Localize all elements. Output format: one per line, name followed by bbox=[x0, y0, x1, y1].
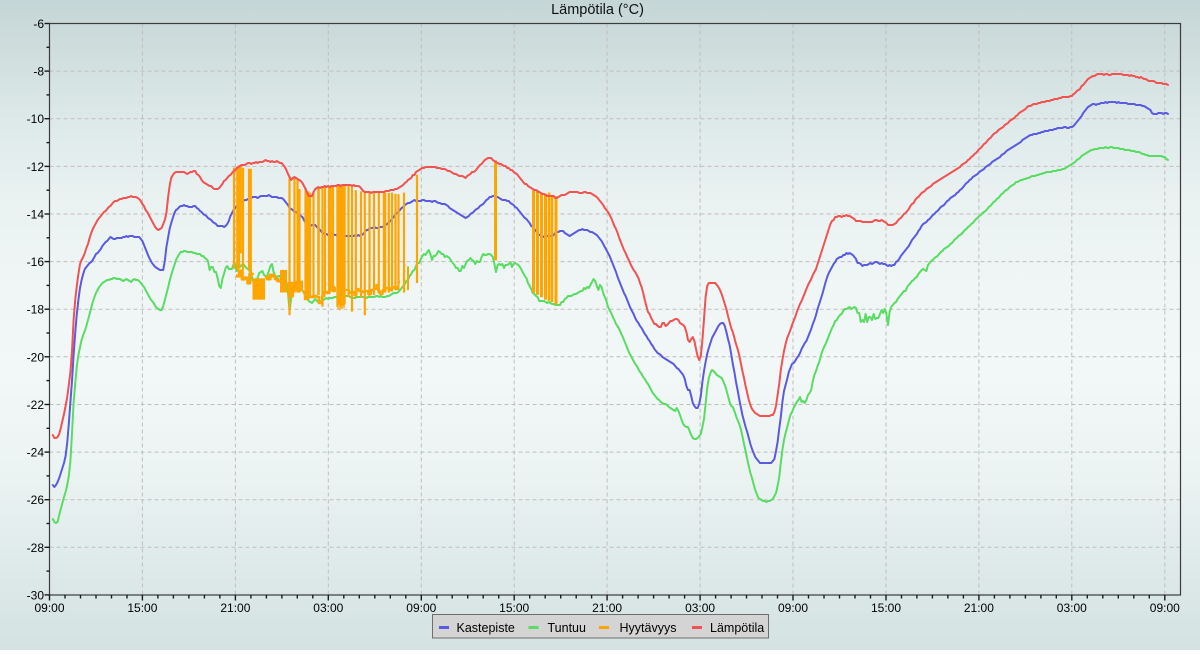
svg-text:03:00: 03:00 bbox=[685, 601, 715, 615]
svg-text:15:00: 15:00 bbox=[127, 601, 157, 615]
svg-text:-20: -20 bbox=[27, 350, 45, 364]
svg-text:-12: -12 bbox=[27, 160, 45, 174]
svg-text:21:00: 21:00 bbox=[220, 601, 250, 615]
svg-text:-22: -22 bbox=[27, 398, 45, 412]
svg-text:09:00: 09:00 bbox=[1150, 601, 1180, 615]
svg-text:Tuntuu: Tuntuu bbox=[548, 621, 587, 635]
svg-text:-8: -8 bbox=[33, 65, 44, 79]
svg-text:-16: -16 bbox=[27, 255, 45, 269]
svg-text:Lämpötila (°C): Lämpötila (°C) bbox=[551, 2, 644, 18]
svg-text:-10: -10 bbox=[27, 112, 45, 126]
svg-text:15:00: 15:00 bbox=[871, 601, 901, 615]
svg-text:03:00: 03:00 bbox=[313, 601, 343, 615]
svg-text:-14: -14 bbox=[27, 208, 45, 222]
svg-text:Kastepiste: Kastepiste bbox=[457, 621, 515, 635]
svg-text:21:00: 21:00 bbox=[592, 601, 622, 615]
svg-text:03:00: 03:00 bbox=[1057, 601, 1087, 615]
svg-text:-26: -26 bbox=[27, 493, 45, 507]
svg-text:-30: -30 bbox=[27, 588, 45, 602]
svg-text:15:00: 15:00 bbox=[499, 601, 529, 615]
svg-text:-24: -24 bbox=[27, 446, 45, 460]
svg-text:09:00: 09:00 bbox=[34, 601, 64, 615]
svg-text:Hyytävyys: Hyytävyys bbox=[620, 621, 677, 635]
svg-text:-6: -6 bbox=[33, 17, 44, 31]
svg-text:Lämpötila: Lämpötila bbox=[710, 621, 764, 635]
svg-text:09:00: 09:00 bbox=[406, 601, 436, 615]
svg-text:09:00: 09:00 bbox=[778, 601, 808, 615]
svg-text:-28: -28 bbox=[27, 541, 45, 555]
svg-text:21:00: 21:00 bbox=[964, 601, 994, 615]
svg-text:-18: -18 bbox=[27, 303, 45, 317]
